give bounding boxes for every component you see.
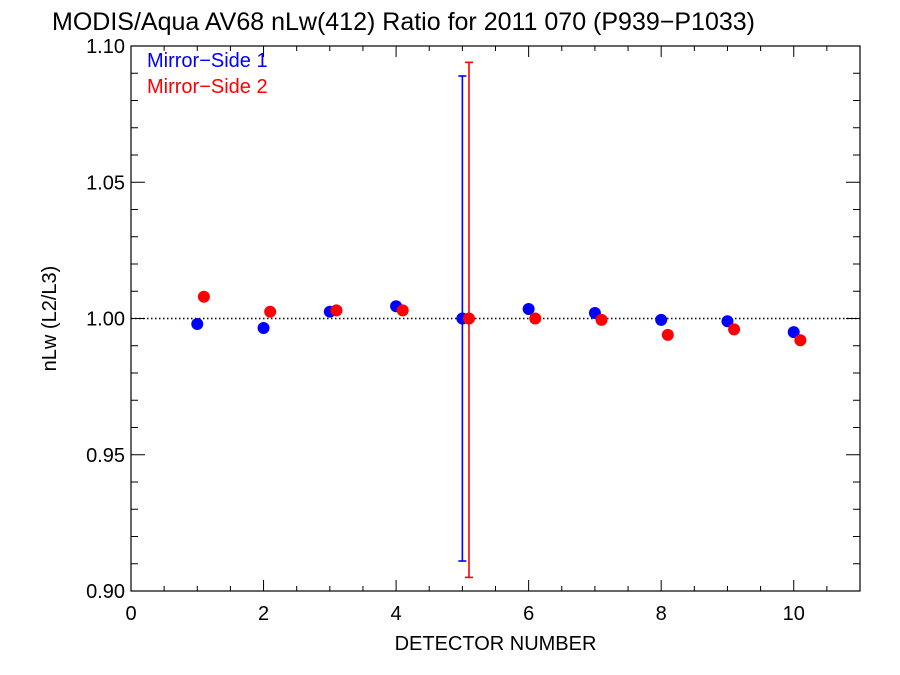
x-tick-label: 6 — [523, 603, 534, 625]
x-tick-label: 10 — [783, 603, 805, 625]
data-point — [728, 323, 741, 336]
data-point — [595, 313, 608, 326]
data-point — [794, 334, 807, 347]
y-axis-label: nLw (L2/L3) — [39, 266, 61, 372]
legend-entry: Mirror−Side 1 — [147, 50, 268, 72]
chart-title: MODIS/Aqua AV68 nLw(412) Ratio for 2011 … — [52, 8, 755, 36]
y-tick-label: 1.00 — [86, 309, 125, 331]
data-point — [264, 305, 277, 318]
data-point — [655, 313, 668, 326]
data-point — [191, 317, 204, 330]
y-tick-label: 0.90 — [86, 581, 125, 603]
data-point — [396, 304, 409, 317]
x-tick-label: 0 — [125, 603, 136, 625]
x-tick-label: 2 — [258, 603, 269, 625]
data-point — [330, 304, 343, 317]
data-point — [721, 315, 734, 328]
legend: Mirror−Side 1 Mirror−Side 2 — [147, 50, 268, 98]
y-tick-label: 1.05 — [86, 172, 125, 194]
y-tick-label: 1.10 — [86, 36, 125, 58]
x-axis-label: DETECTOR NUMBER — [395, 633, 597, 655]
data-point — [257, 322, 270, 335]
y-tick-label: 0.95 — [86, 445, 125, 467]
axis-ticks: 0 2 4 6 8 10 0.90 0.95 1.00 1.05 1.10 — [86, 36, 861, 625]
data-point — [529, 312, 542, 325]
data-point — [522, 302, 535, 315]
x-tick-label: 4 — [391, 603, 402, 625]
data-point — [197, 290, 210, 303]
data-point — [462, 312, 475, 325]
x-tick-label: 8 — [656, 603, 667, 625]
legend-entry: Mirror−Side 2 — [147, 76, 268, 98]
data-point — [787, 326, 800, 339]
data-points — [191, 290, 807, 347]
data-point — [661, 328, 674, 341]
